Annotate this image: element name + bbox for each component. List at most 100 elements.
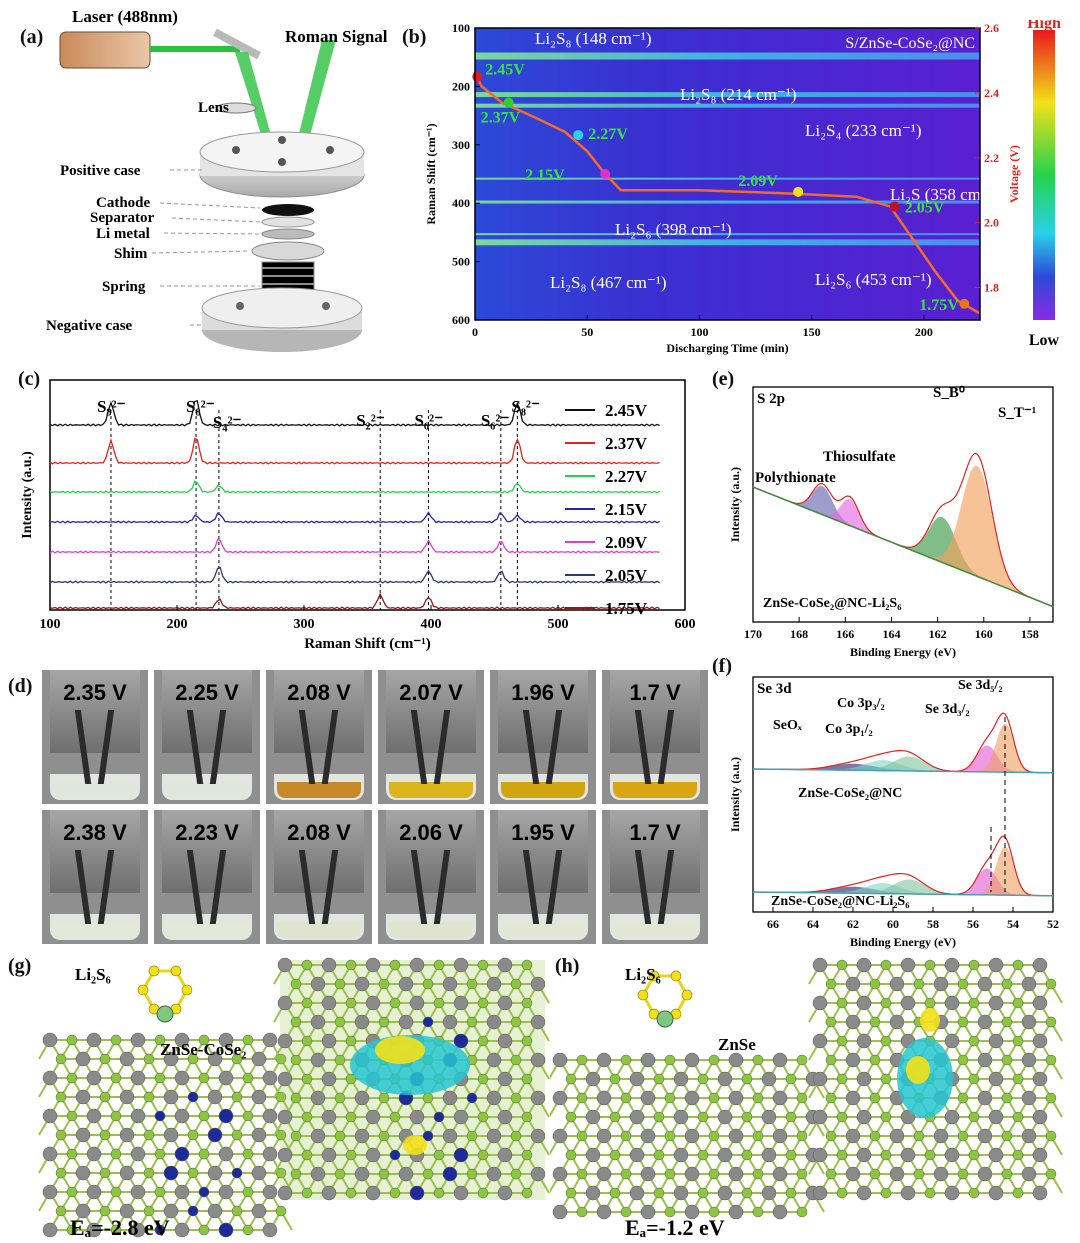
spectrum-2 [49, 480, 660, 494]
g-left-lattice [38, 1032, 293, 1238]
separator [261, 216, 315, 228]
li-metal [261, 228, 315, 240]
spectrum-3 [49, 511, 660, 524]
signal-label: Roman Signal [285, 27, 388, 46]
x-tick-label-f-4: 58 [927, 917, 939, 931]
voltage-marker-0 [472, 71, 483, 82]
part-cathode: Cathode [96, 195, 151, 211]
chart-f-title: Se 3d [757, 681, 792, 697]
panel-label-f: (f) [712, 655, 732, 677]
voltage-marker-label-2: 2.27V [588, 126, 628, 143]
component-label-f-0: SeOₓ [773, 718, 803, 733]
sample-label-f-1: ZnSe-CoSe₂@NC-Li₂S₆ [771, 894, 909, 909]
raman-band-2 [475, 103, 980, 108]
component-label-f-3: Se 3d₃/₂ [925, 702, 970, 717]
panel-label-b: (b) [402, 26, 427, 48]
voltage-marker-2 [573, 130, 584, 141]
legend-label-c-3: 2.15V [605, 500, 648, 519]
band-label-2: Li₂S₄ (233 cm⁻¹) [805, 121, 922, 140]
charge-accumulation-g-1 [375, 1036, 425, 1064]
chart-b-raman-heatmap: Li₂S₈ (148 cm⁻¹) Li₂S₈ (214 cm⁻¹) Li₂S₄ (2… [424, 20, 1061, 355]
dft-structure-h: Li₂S₆ ZnSe Eₐ=-1.2 eV [550, 957, 1063, 1240]
component-label-e-1: Thiosulfate [823, 449, 896, 465]
spectrum-6 [49, 592, 660, 610]
x-tick-label-c-0: 100 [40, 617, 61, 632]
lens-label: Lens [198, 100, 229, 116]
adsorbate-label-h: Li₂S₆ [625, 965, 661, 984]
y-tick-label-b-0: 100 [452, 21, 470, 35]
y2-axis-label-b: Voltage (V) [1007, 145, 1021, 203]
x-tick-label-e-5: 160 [975, 627, 993, 641]
vial-photo-1-4: 2.07 V [378, 670, 484, 804]
vial-voltage-label: 1.96 V [511, 680, 575, 705]
vial-voltage-label: 1.7 V [629, 680, 681, 705]
voltage-marker-label-5: 2.05V [905, 199, 945, 216]
vial-voltage-label: 2.08 V [287, 820, 351, 845]
vial-voltage-label: 2.25 V [175, 680, 239, 705]
x-tick-label-f-2: 62 [847, 917, 859, 931]
charge-accumulation-h-2 [906, 1056, 930, 1084]
li2s6-molecule-g [137, 965, 193, 1023]
chart-e-title: S 2p [757, 391, 785, 407]
photo-grid-d: 2.35 V 2.25 V 2.08 V 2.07 V 1.96 V 1.7 V 2.38 … [42, 670, 722, 945]
x-tick-label-f-0: 66 [767, 917, 779, 931]
colorbar [1033, 30, 1055, 320]
x-axis-label-e: Binding Energy (eV) [850, 645, 956, 659]
part-spring: Spring [102, 279, 146, 295]
y2-tick-label-b-0: 1.8 [984, 281, 999, 295]
y-tick-label-b-1: 200 [452, 79, 470, 93]
sample-label-e: ZnSe-CoSe₂@NC-Li₂S₆ [763, 596, 901, 611]
legend-label-c-1: 2.37V [605, 434, 648, 453]
x-tick-label-f-5: 56 [967, 917, 979, 931]
spectrum-0 [49, 399, 660, 427]
laser-beam [150, 46, 240, 52]
y2-tick-label-b-2: 2.2 [984, 151, 999, 165]
mirror [213, 28, 261, 60]
xps-component-e-3 [752, 465, 1054, 608]
x-tick-label-b-1: 50 [581, 325, 593, 339]
chart-b-title: S/ZnSe-CoSe₂@NC [845, 35, 975, 52]
y-tick-label-b-5: 600 [452, 313, 470, 327]
panel-label-a: (a) [20, 26, 44, 48]
voltage-curve [473, 72, 981, 315]
vial-photo-1-1: 2.35 V [42, 670, 148, 804]
x-tick-label-e-1: 168 [790, 627, 808, 641]
legend-label-c-0: 2.45V [605, 401, 648, 420]
x-tick-label-b-2: 100 [690, 325, 708, 339]
vial-photo-2-4: 2.06 V [378, 810, 484, 944]
voltage-marker-label-6: 1.75V [919, 297, 959, 314]
voltage-marker-label-0: 2.45V [485, 62, 525, 79]
chart-b-frame [474, 27, 981, 321]
charge-accumulation-h-1 [920, 1008, 940, 1032]
vial-voltage-label: 2.06 V [399, 820, 463, 845]
li2s6-molecule-h [637, 970, 693, 1028]
lens [215, 102, 257, 114]
x-tick-label-f-7: 52 [1047, 917, 1059, 931]
substrate-label-g: ZnSe-CoSe₂ [160, 1040, 246, 1059]
voltage-marker-label-1: 2.37V [481, 110, 521, 127]
y2-tick-label-b-1: 2.0 [984, 216, 999, 230]
panel-label-d: (d) [8, 675, 33, 697]
vial-voltage-label: 1.7 V [629, 820, 681, 845]
chart-f-xps-se3d: Se 3d SeOₓ Co 3p₁/₂ Co 3p₃/₂ Se 3d₃/₂ Se 3d₅/… [728, 676, 1059, 949]
x-axis-label-c: Raman Shift (cm⁻¹) [304, 636, 431, 652]
incident-beam [235, 52, 275, 150]
peak-label-1: S₈²⁻ [186, 397, 215, 416]
x-tick-label-c-3: 400 [421, 617, 442, 632]
peak-label-2: S₄²⁻ [213, 413, 242, 432]
substrate-label-h: ZnSe [718, 1035, 756, 1054]
legend-label-c-4: 2.09V [605, 533, 648, 552]
vial-photo-2-1: 2.38 V [42, 810, 148, 944]
energy-label-g: Eₐ=-2.8 eV [70, 1215, 170, 1240]
band-label-1: Li₂S₈ (214 cm⁻¹) [680, 85, 797, 104]
y-axis-label-f: Intensity (a.u.) [728, 757, 742, 832]
voltage-marker-5 [889, 201, 900, 212]
peak-label-5: S₆²⁻ [481, 411, 510, 430]
xps-background-e [752, 486, 1054, 608]
h-left-lattice [550, 1052, 825, 1220]
vial-photo-2-2: 2.23 V [154, 810, 260, 944]
voltage-marker-1 [503, 97, 514, 108]
y-axis-label-e: Intensity (a.u.) [728, 467, 742, 542]
chart-c-raman-spectra: S₈²⁻ S₈²⁻S₄²⁻ S₂²⁻ S₆²⁻ S₆²⁻S₈²⁻ 2.45V2.37V2.… [20, 379, 696, 652]
x-tick-label-c-4: 500 [548, 617, 569, 632]
